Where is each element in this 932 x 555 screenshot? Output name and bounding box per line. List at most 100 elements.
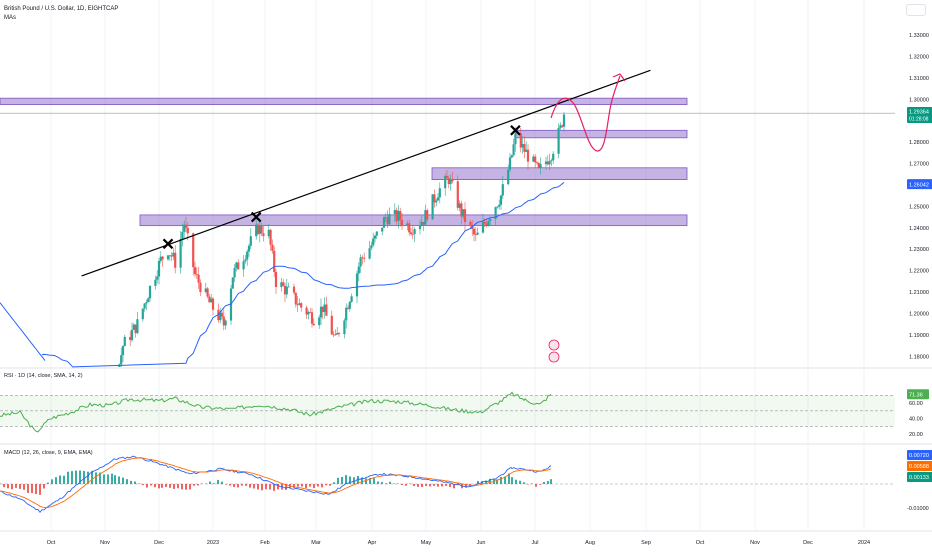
candle-body — [346, 307, 350, 309]
candle-body — [532, 156, 535, 162]
macd-hist-bar — [285, 484, 287, 490]
candle-body — [388, 214, 391, 225]
candle-body — [143, 303, 146, 309]
candle-body — [134, 324, 137, 334]
macd-hist-bar — [445, 484, 447, 486]
time-axis-label: Aug — [585, 540, 595, 546]
candle-body — [307, 312, 310, 315]
candle-body — [483, 221, 486, 224]
symbol-title[interactable]: British Pound / U.S. Dollar, 1D, EIGHTCA… — [4, 6, 119, 12]
menu-button[interactable] — [906, 4, 926, 16]
macd-hist-bar — [225, 484, 227, 485]
time-axis-label: Feb — [260, 540, 269, 546]
candle-body — [411, 233, 414, 235]
macd-hist-bar — [118, 476, 120, 484]
zones — [0, 97, 895, 227]
candle-body — [121, 346, 125, 356]
candle-body — [300, 303, 303, 308]
indicator-label[interactable]: MAs — [4, 15, 16, 21]
macd-hist-bar — [7, 484, 9, 489]
macd-hist-bar — [337, 477, 339, 484]
candle-body — [368, 248, 371, 259]
macd-hist-bar — [35, 484, 37, 495]
touch-point-mark-0 — [162, 238, 174, 250]
macd-hist-bar — [309, 484, 311, 487]
macd-hist-bar — [473, 484, 475, 485]
candle-body — [242, 261, 245, 270]
macd-hist-bar — [83, 470, 85, 484]
candle-body — [438, 188, 441, 198]
macd-hist-bar — [325, 484, 327, 486]
projection-arrowhead — [612, 73, 626, 82]
zone-3 — [139, 214, 688, 227]
macd-hist-bar — [429, 484, 431, 487]
macd-hist-bar — [333, 482, 335, 484]
macd-hist-bar — [189, 484, 191, 490]
time-axis-label: Dec — [154, 540, 164, 546]
time-axis-label: Jul — [531, 540, 538, 546]
candle-body — [345, 307, 348, 321]
macd-value-bg-1 — [907, 461, 932, 471]
macd-hist-bar — [217, 479, 219, 484]
candle-body — [336, 333, 339, 335]
time-axis-label: Oct — [47, 540, 56, 546]
macd-hist-bar — [257, 484, 259, 490]
candle-body — [409, 232, 413, 234]
candle-body — [211, 298, 215, 310]
candle-body — [260, 225, 263, 234]
candle-body — [157, 260, 161, 277]
price-tick-label: 1.30000 — [909, 97, 929, 103]
macd-hist-bar — [515, 479, 517, 484]
macd-hist-bar — [91, 470, 93, 484]
candle-body — [323, 304, 326, 313]
macd-hist-bar — [519, 480, 521, 484]
candle-body — [526, 149, 530, 162]
macd-hist-bar — [508, 473, 510, 484]
macd-hist-bar — [511, 477, 513, 484]
macd-hist-bar — [301, 484, 303, 487]
macd-hist-bar — [229, 484, 231, 486]
macd-hist-bar — [59, 475, 61, 484]
macd-hist-bar — [465, 484, 467, 488]
macd-label: MACD (12, 26, close, 9, EMA, EMA) — [4, 450, 93, 456]
candle-body — [312, 323, 315, 326]
ma-value-label: 1.26042 — [909, 182, 929, 188]
macd-hist-bar — [138, 483, 140, 484]
candle-body — [287, 286, 290, 288]
macd-hist-bar — [87, 471, 89, 484]
macd-hist-bar — [441, 484, 443, 487]
candle-body — [458, 203, 461, 208]
candle-body — [192, 233, 195, 268]
candle-body — [283, 285, 287, 295]
candle-body — [481, 221, 485, 233]
macd-hist-bar — [103, 474, 105, 484]
macd-hist-bar — [457, 484, 459, 486]
macd-hist-bar — [543, 481, 545, 484]
macd-hist-bar — [393, 483, 395, 484]
price-tick-label: 1.33000 — [909, 33, 929, 39]
candle-body — [325, 304, 328, 316]
candle-body — [359, 257, 362, 267]
price-tick-label: 1.32000 — [909, 54, 929, 60]
macd-hist-bar — [269, 484, 271, 490]
macd-hist-bar — [273, 484, 275, 491]
macd-hist-bar — [547, 481, 549, 484]
candle-body — [222, 316, 225, 326]
candle-body — [474, 234, 477, 236]
macd-hist-bar — [213, 483, 215, 484]
touch-point-mark-1 — [250, 211, 262, 223]
last-price-badge-bg — [907, 106, 932, 123]
candle-body — [381, 227, 384, 232]
candle-body — [534, 156, 537, 163]
candle-body — [229, 288, 233, 321]
macd-hist-bar — [321, 484, 323, 488]
macd-hist-bar — [11, 484, 13, 490]
macd-hist-bar — [500, 476, 502, 484]
macd-hist-bar — [305, 484, 307, 489]
candle-body — [168, 255, 171, 257]
candle-body — [120, 355, 123, 365]
candle-body — [319, 306, 323, 318]
